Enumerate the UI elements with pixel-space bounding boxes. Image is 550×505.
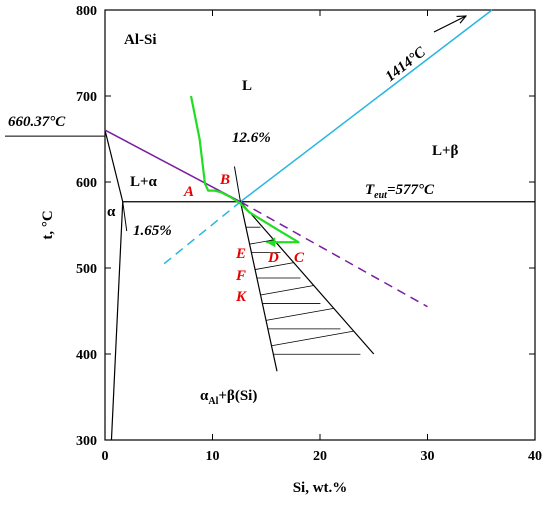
eutectic-comp-leader bbox=[233, 166, 241, 202]
solid-beta: +β(Si) bbox=[218, 388, 257, 404]
y-tick-label: 500 bbox=[76, 262, 97, 277]
hatch-line bbox=[260, 285, 314, 296]
si-melting-label: 1414°C bbox=[383, 44, 430, 86]
y-tick-label: 700 bbox=[76, 90, 97, 105]
region-liquid: L bbox=[242, 78, 252, 94]
point-label-b: B bbox=[219, 172, 230, 188]
region-liquid-beta: L+β bbox=[432, 143, 459, 159]
teut-value: =577°C bbox=[387, 182, 435, 198]
si-melting-arrow bbox=[433, 16, 466, 33]
phase-lines bbox=[5, 9, 535, 441]
solvus-line bbox=[110, 201, 124, 441]
point-label-a: A bbox=[183, 184, 194, 200]
point-label-k: K bbox=[235, 289, 247, 305]
region-solid: αAl+β(Si) bbox=[200, 388, 257, 407]
point-label-e: E bbox=[235, 246, 246, 262]
x-tick-label: 20 bbox=[313, 449, 327, 464]
axis-ticks: 0 10 20 30 40 300 400 500 600 700 800 bbox=[76, 4, 542, 464]
hatch-line bbox=[254, 262, 294, 270]
liquidus-si-line bbox=[239, 9, 493, 203]
y-tick-label: 400 bbox=[76, 348, 97, 363]
eutectic-composition-label: 12.6% bbox=[232, 130, 271, 146]
y-tick-label: 600 bbox=[76, 176, 97, 191]
liquidus-al-line bbox=[104, 129, 241, 203]
liquidus-si-extension-line bbox=[163, 201, 241, 265]
eutectic-temperature-label: Teut=577°C bbox=[365, 182, 435, 201]
hatch-line bbox=[249, 239, 274, 245]
x-axis-label: Si, wt.% bbox=[293, 480, 348, 496]
y-tick-label: 800 bbox=[76, 4, 97, 19]
solidus-line bbox=[104, 129, 124, 202]
teut-subscript: eut bbox=[374, 190, 388, 201]
y-tick-label: 300 bbox=[76, 434, 97, 449]
x-tick-label: 40 bbox=[528, 449, 542, 464]
kinetic-right-line bbox=[239, 201, 375, 355]
point-labels: A B CD EFK bbox=[183, 172, 305, 305]
hatch-line bbox=[271, 330, 354, 347]
hatch-line bbox=[265, 307, 334, 321]
region-liquid-alpha: L+α bbox=[130, 174, 158, 190]
kinetic-hatch bbox=[245, 226, 361, 356]
kinetic-left-line bbox=[239, 201, 278, 372]
chart-title: Al-Si bbox=[124, 32, 157, 48]
path-arrowhead bbox=[266, 237, 276, 248]
teut-symbol: T bbox=[365, 182, 375, 198]
solubility-leader bbox=[122, 201, 128, 232]
solid-alpha-subscript: Al bbox=[208, 396, 218, 407]
solid-alpha: α bbox=[200, 388, 209, 404]
point-label-c: C bbox=[294, 250, 305, 266]
point-label-d: D bbox=[267, 250, 279, 266]
max-solubility-label: 1.65% bbox=[133, 223, 172, 239]
x-tick-label: 10 bbox=[206, 449, 220, 464]
al-melting-label: 660.37°C bbox=[8, 114, 66, 130]
liquidus-al-extension-line bbox=[240, 201, 428, 308]
region-alpha: α bbox=[107, 204, 116, 220]
point-label-f: F bbox=[235, 268, 246, 284]
y-axis-label: t, °C bbox=[40, 210, 56, 239]
x-tick-label: 0 bbox=[102, 449, 109, 464]
solidification-path-line bbox=[189, 95, 300, 244]
x-tick-label: 30 bbox=[421, 449, 435, 464]
